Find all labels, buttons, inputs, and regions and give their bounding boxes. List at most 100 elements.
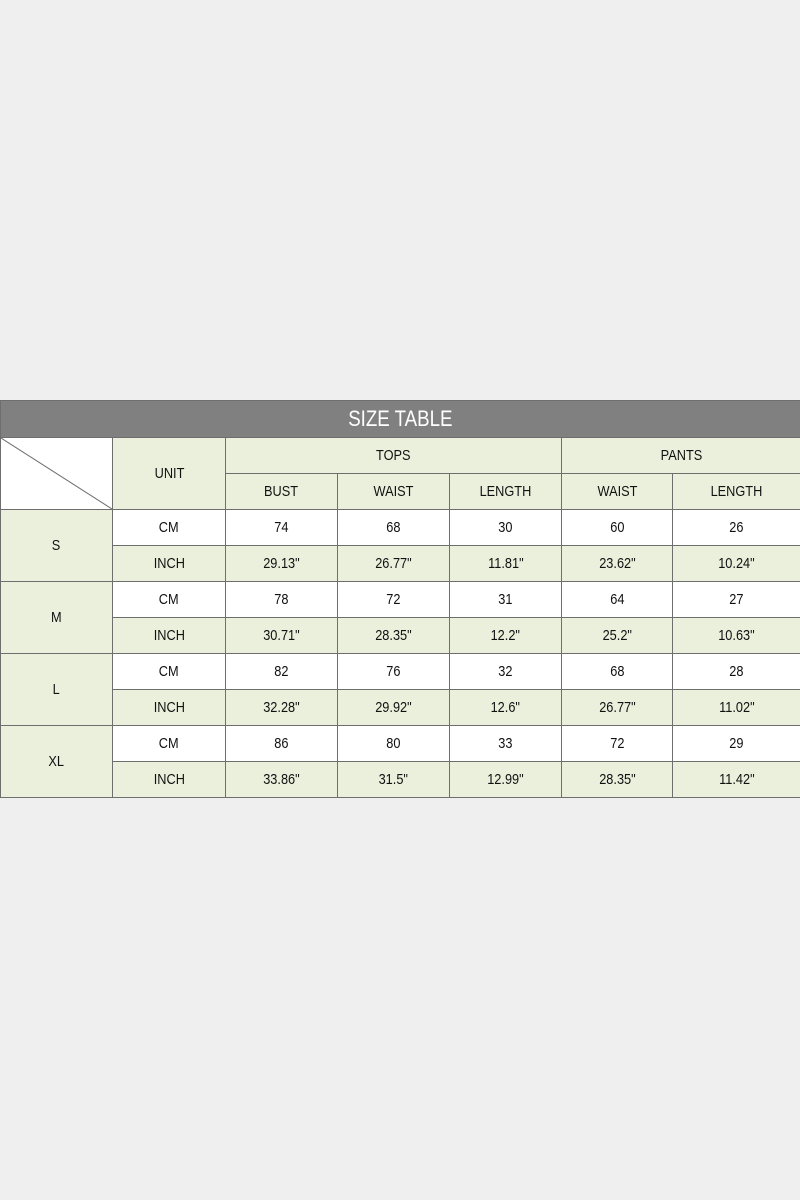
value-text: 28 — [729, 663, 744, 680]
value-text: 29.92" — [375, 699, 412, 716]
tops-header-text: TOPS — [376, 447, 411, 464]
unit-cell: CM — [112, 725, 226, 762]
value-text: 80 — [386, 735, 401, 752]
value-text: 32.28" — [263, 699, 300, 716]
value-text: 33 — [498, 735, 513, 752]
value-cell: 68 — [561, 653, 673, 690]
value-text: 68 — [609, 663, 625, 680]
unit-cell: INCH — [112, 761, 226, 798]
size-label: L — [52, 681, 61, 698]
column-header: BUST — [225, 473, 338, 510]
value-text: 31 — [498, 591, 513, 608]
value-cell: 80 — [337, 725, 450, 762]
value-text: 26 — [729, 519, 744, 536]
value-text: 28.35" — [375, 627, 412, 644]
column-header-text: BUST — [264, 483, 299, 500]
value-text: 76 — [386, 663, 401, 680]
value-text: 11.42" — [718, 771, 755, 788]
value-cell: 68 — [337, 509, 450, 546]
size-cell: S — [0, 509, 113, 582]
value-text: 72 — [386, 591, 401, 608]
value-text: 30.71" — [263, 627, 300, 644]
value-cell: 26.77" — [337, 545, 450, 582]
value-text: 72 — [609, 735, 625, 752]
value-cell: 11.42" — [671, 761, 800, 798]
value-cell: 10.24" — [671, 545, 800, 582]
value-cell: 78 — [225, 581, 338, 618]
value-text: 68 — [386, 519, 401, 536]
table-row: M CM 78 72 31 64 27 — [0, 581, 800, 654]
value-text: 12.99" — [487, 771, 524, 788]
unit-label: CM — [159, 591, 179, 608]
pants-header-text: PANTS — [660, 447, 702, 464]
value-text: 31.5" — [378, 771, 409, 788]
value-cell: 28 — [671, 653, 800, 690]
value-cell: 30.71" — [225, 617, 338, 654]
value-cell: 32 — [449, 653, 562, 690]
column-header-text: LENGTH — [479, 483, 532, 500]
value-cell: 25.2" — [561, 617, 673, 654]
value-text: 86 — [274, 735, 289, 752]
value-text: 28.35" — [598, 771, 636, 788]
value-text: 29 — [729, 735, 744, 752]
value-cell: 12.99" — [449, 761, 562, 798]
table-row: INCH 30.71" 28.35" 12.2" 25.2" 10.63" — [1, 617, 800, 654]
unit-label: CM — [159, 519, 179, 536]
table-row: INCH 33.86" 31.5" 12.99" 28.35" 11.42" — [1, 761, 800, 798]
value-cell: 23.62" — [561, 545, 673, 582]
value-cell: 31 — [449, 581, 562, 618]
unit-label: INCH — [153, 627, 185, 644]
size-label: XL — [48, 753, 65, 770]
value-cell: 28.35" — [337, 617, 450, 654]
unit-cell: CM — [112, 653, 226, 690]
value-text: 12.6" — [490, 699, 521, 716]
size-label: M — [51, 609, 62, 626]
value-text: 33.86" — [263, 771, 300, 788]
value-cell: 30 — [449, 509, 562, 546]
value-cell: 29.92" — [337, 689, 450, 726]
pants-header: PANTS — [560, 437, 800, 474]
unit-header-text: UNIT — [154, 465, 184, 482]
tops-header: TOPS — [225, 437, 562, 474]
column-header: WAIST — [561, 473, 673, 510]
column-header-text: WAIST — [373, 483, 414, 500]
size-label: S — [52, 537, 61, 554]
value-cell: 33.86" — [225, 761, 338, 798]
value-cell: 26.77" — [561, 689, 673, 726]
value-cell: 72 — [337, 581, 450, 618]
column-header: WAIST — [337, 473, 450, 510]
unit-label: INCH — [153, 771, 185, 788]
value-cell: 64 — [561, 581, 673, 618]
unit-label: CM — [159, 663, 179, 680]
value-cell: 12.2" — [449, 617, 562, 654]
value-cell: 74 — [225, 509, 338, 546]
value-cell: 11.81" — [449, 545, 562, 582]
value-text: 26.77" — [598, 699, 636, 716]
value-text: 82 — [274, 663, 289, 680]
value-text: 11.81" — [487, 555, 524, 572]
value-cell: 82 — [225, 653, 338, 690]
unit-cell: CM — [112, 509, 226, 546]
value-text: 11.02" — [718, 699, 755, 716]
unit-cell: INCH — [112, 617, 226, 654]
value-cell: 76 — [337, 653, 450, 690]
value-text: 12.2" — [490, 627, 521, 644]
value-text: 32 — [498, 663, 513, 680]
value-text: 27 — [729, 591, 744, 608]
value-text: 10.63" — [718, 627, 755, 644]
value-cell: 60 — [561, 509, 673, 546]
table-row: S CM 74 68 30 60 26 — [0, 509, 800, 582]
value-cell: 27 — [671, 581, 800, 618]
title-text: SIZE TABLE — [348, 406, 453, 431]
value-text: 30 — [498, 519, 513, 536]
value-cell: 11.02" — [671, 689, 800, 726]
value-text: 64 — [609, 591, 625, 608]
value-text: 10.24" — [718, 555, 755, 572]
value-cell: 32.28" — [225, 689, 338, 726]
table-row: INCH 29.13" 26.77" 11.81" 23.62" 10.24" — [1, 545, 800, 582]
table-row: XL CM 86 80 33 72 29 — [0, 725, 800, 798]
size-cell: XL — [0, 725, 113, 798]
value-cell: 72 — [561, 725, 673, 762]
value-text: 23.62" — [598, 555, 636, 572]
unit-cell: INCH — [112, 689, 226, 726]
